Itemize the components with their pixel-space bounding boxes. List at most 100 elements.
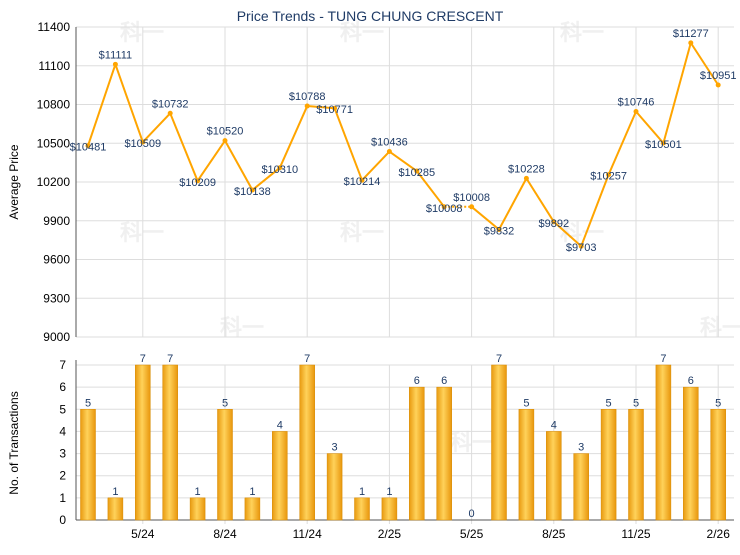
- price-point: [715, 82, 721, 88]
- price-line-segment: [580, 174, 610, 247]
- price-data-label: $10788: [289, 91, 326, 103]
- price-point: [332, 105, 338, 111]
- price-data-label: $10008: [426, 203, 463, 215]
- price-line-segment: [114, 63, 144, 143]
- price-data-label: $10771: [316, 104, 353, 116]
- price-data-label: $10310: [261, 164, 298, 176]
- price-line-segment: [553, 221, 582, 247]
- price-point: [386, 149, 392, 155]
- price-y-tick-label: 10200: [37, 175, 71, 189]
- transaction-bar: [710, 409, 726, 521]
- bar-data-label: 1: [195, 486, 201, 498]
- price-point: [469, 204, 475, 210]
- watermark: 科一: [560, 20, 604, 45]
- price-data-label: $10520: [207, 126, 244, 138]
- price-point: [633, 108, 639, 114]
- transaction-bar: [381, 497, 398, 521]
- price-line-segment: [87, 64, 117, 147]
- transaction-bar: [272, 431, 288, 521]
- price-data-label: $10214: [344, 176, 381, 188]
- bar-data-label: 5: [523, 397, 529, 409]
- price-point: [249, 187, 255, 193]
- price-line-segment: [278, 105, 309, 169]
- bar-data-label: 7: [140, 353, 146, 365]
- transaction-bar: [628, 409, 644, 521]
- price-point: [304, 103, 310, 109]
- price-line-segment: [607, 111, 637, 176]
- price-line-segment: [196, 140, 226, 182]
- price-point: [112, 61, 118, 67]
- price-y-axis-label: Average Price: [7, 144, 21, 219]
- bar-data-label: 3: [578, 442, 584, 454]
- price-y-tick-label: 9600: [43, 253, 70, 267]
- x-tick-label: 8/25: [542, 527, 566, 541]
- price-point: [167, 110, 173, 116]
- price-line-segment: [361, 150, 391, 181]
- transaction-bar: [518, 409, 535, 521]
- transaction-bar: [135, 364, 151, 521]
- transactions-y-axis-label: No. of Transactions: [7, 391, 21, 494]
- bar-y-tick-label: 4: [59, 424, 66, 438]
- price-data-label: $9892: [539, 218, 570, 230]
- x-tick-label: 11/24: [293, 527, 322, 541]
- bar-data-label: 6: [441, 375, 447, 387]
- transaction-bar: [189, 497, 206, 521]
- transaction-bar: [436, 386, 452, 521]
- watermark: 科一: [120, 220, 164, 245]
- price-data-label: $11111: [99, 49, 132, 61]
- bar-y-tick-label: 6: [59, 380, 66, 394]
- transaction-bar: [655, 364, 672, 521]
- price-point: [85, 143, 91, 149]
- price-data-label: $10285: [398, 167, 435, 179]
- chart-title: Price Trends - TUNG CHUNG CRESCENT: [237, 8, 504, 24]
- price-line-segment: [307, 105, 335, 110]
- price-point: [523, 175, 529, 181]
- price-point: [578, 243, 584, 249]
- watermark: 科一: [220, 315, 264, 340]
- x-tick-label: 5/25: [460, 527, 484, 541]
- bar-y-tick-label: 2: [59, 469, 66, 483]
- price-line-segment: [498, 177, 528, 231]
- transaction-bar: [600, 409, 617, 521]
- bar-data-label: 4: [277, 419, 283, 431]
- watermark: 科一: [120, 20, 164, 45]
- watermark: 科一: [340, 20, 384, 45]
- price-data-label: $9703: [566, 242, 597, 254]
- transaction-bar: [409, 386, 425, 521]
- price-y-tick-label: 10800: [37, 98, 71, 112]
- price-data-label: $10501: [645, 139, 682, 151]
- price-line-segment: [224, 140, 254, 191]
- transaction-bar: [326, 453, 343, 521]
- watermark: 科一: [340, 220, 384, 245]
- x-tick-label: 2/25: [378, 527, 402, 541]
- price-point: [195, 178, 201, 184]
- price-line-segment: [416, 170, 445, 208]
- bar-data-label: 5: [715, 397, 721, 409]
- price-y-tick-label: 9900: [43, 214, 70, 228]
- transaction-bar: [683, 386, 699, 521]
- price-data-label: $9832: [484, 226, 515, 238]
- price-line-segment: [169, 112, 199, 182]
- price-data-label: $10481: [70, 142, 107, 154]
- price-point: [660, 140, 666, 146]
- price-point: [606, 172, 612, 178]
- price-y-tick-label: 11100: [38, 59, 70, 73]
- bar-data-label: 3: [332, 442, 338, 454]
- price-line-segment: [525, 177, 555, 223]
- bar-data-label: 4: [551, 419, 557, 431]
- price-data-label: $10008: [453, 192, 490, 204]
- price-point: [359, 177, 365, 183]
- bar-y-tick-label: 1: [59, 491, 66, 505]
- transaction-bar: [162, 364, 178, 521]
- price-data-label: $10228: [508, 163, 545, 175]
- price-line-segment: [470, 206, 500, 231]
- price-line-segment: [333, 107, 363, 181]
- transaction-bar: [299, 364, 315, 521]
- bar-data-label: 7: [304, 353, 310, 365]
- bar-data-label: 1: [386, 486, 392, 498]
- x-tick-label: 5/24: [131, 527, 155, 541]
- bar-y-tick-label: 0: [59, 513, 66, 527]
- price-data-label: $10209: [179, 177, 216, 189]
- bar-y-tick-label: 7: [59, 358, 66, 372]
